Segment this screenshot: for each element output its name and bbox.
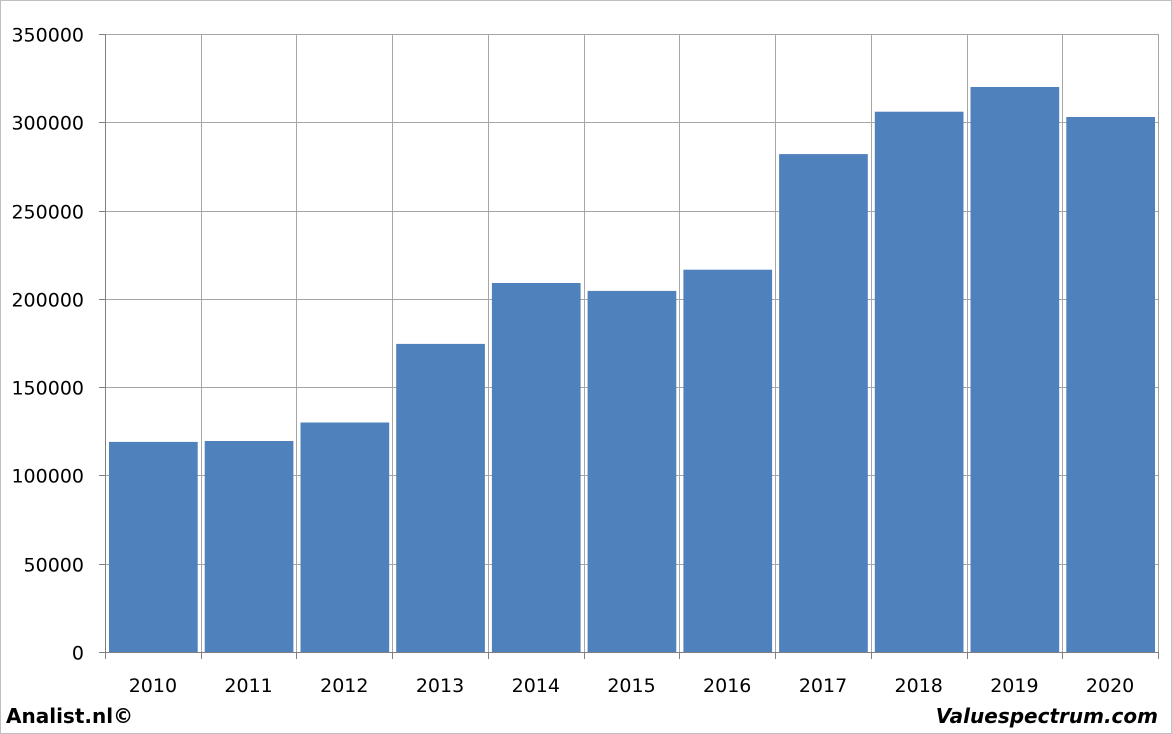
y-tick-label: 200000 (11, 290, 84, 312)
bar-2020 (1066, 117, 1155, 652)
y-tick-label: 0 (72, 643, 84, 665)
y-tick-label: 300000 (11, 113, 84, 135)
bar-2016 (683, 269, 773, 652)
footer-source-right: Valuespectrum.com (935, 704, 1158, 728)
bar-2014 (491, 283, 581, 652)
x-tick-label: 2013 (416, 675, 464, 697)
x-tick-label: 2016 (703, 675, 751, 697)
y-tick-label: 250000 (11, 202, 84, 224)
bar-2015 (587, 290, 677, 652)
x-tick-label: 2017 (799, 675, 847, 697)
x-tick-label: 2015 (607, 675, 655, 697)
y-tick-label: 350000 (11, 25, 84, 47)
x-tick-label: 2018 (895, 675, 943, 697)
bar-2011 (204, 441, 294, 652)
bar-2019 (970, 87, 1060, 652)
x-tick-label: 2014 (512, 675, 560, 697)
x-tick-label: 2012 (320, 675, 368, 697)
footer-source-left: Analist.nl© (6, 704, 134, 728)
bar-2017 (779, 154, 868, 652)
x-tick-label: 2019 (990, 675, 1038, 697)
bar-2012 (300, 422, 390, 652)
bar-2010 (109, 441, 198, 652)
x-tick-label: 2010 (129, 675, 177, 697)
bar-2013 (396, 343, 485, 652)
y-tick-label: 100000 (11, 466, 84, 488)
y-tick-label: 150000 (11, 378, 84, 400)
x-tick-label: 2020 (1086, 675, 1134, 697)
y-tick-label: 50000 (24, 555, 84, 577)
bar-2018 (874, 111, 964, 652)
x-tick-label: 2011 (224, 675, 272, 697)
